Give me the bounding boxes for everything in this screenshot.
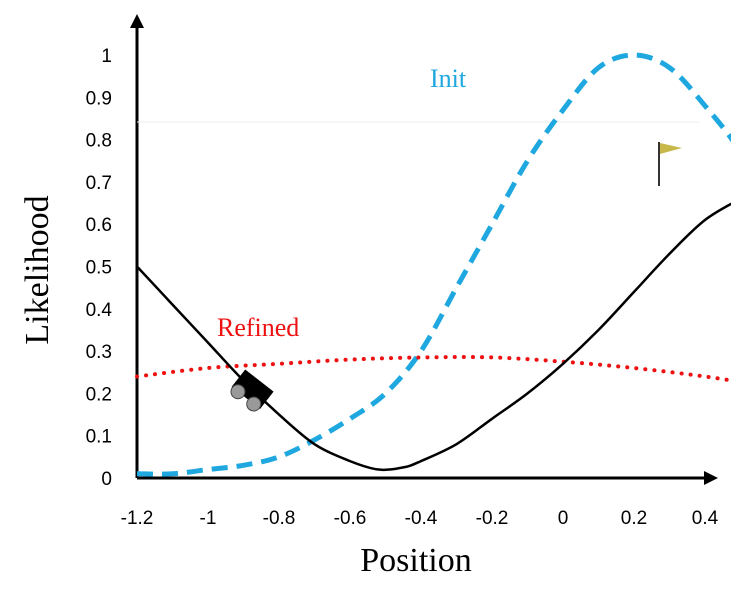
y-tick-label: 0.2 xyxy=(86,384,112,405)
x-tick-label: -1.2 xyxy=(121,508,154,529)
y-axis-title: Likelihood xyxy=(19,195,56,344)
refined-dotted-line xyxy=(135,355,731,383)
series-lines xyxy=(135,52,731,477)
refined-label: Refined xyxy=(217,313,299,342)
y-tick-label: 0.9 xyxy=(86,88,112,109)
x-axis-arrow xyxy=(704,471,718,485)
y-tick-label: 0 xyxy=(101,469,112,490)
x-tick-label: 0 xyxy=(558,508,569,529)
x-axis-title: Position xyxy=(360,542,471,579)
y-tick-label: 0.4 xyxy=(86,300,113,321)
x-tick-label: -0.2 xyxy=(476,508,509,529)
goal-flag-icon xyxy=(658,142,682,186)
x-tick-label: -0.6 xyxy=(334,508,367,529)
x-tick-label: 0.2 xyxy=(621,508,647,529)
car-icon xyxy=(230,369,274,412)
y-tick-label: 0.7 xyxy=(86,173,112,194)
y-tick-label: 1 xyxy=(101,46,112,67)
x-tick-label: -0.8 xyxy=(263,508,296,529)
y-tick-label: 0.8 xyxy=(86,131,112,152)
series-labels: Init Refined xyxy=(217,64,467,342)
y-tick-label: 0.6 xyxy=(86,215,112,236)
x-tick-label: -1 xyxy=(200,508,217,529)
y-axis-arrow xyxy=(130,14,144,28)
init-dashed-line xyxy=(136,52,731,477)
axes xyxy=(130,14,718,485)
x-tick-label: -0.4 xyxy=(405,508,438,529)
icons xyxy=(230,142,682,412)
x-tick-label: 0.4 xyxy=(692,508,719,529)
y-tick-label: 0.3 xyxy=(86,342,112,363)
y-tick-labels: 0 0.1 0.2 0.3 0.4 0.5 0.6 0.7 0.8 0.9 1 xyxy=(86,46,113,490)
y-tick-label: 0.1 xyxy=(86,427,112,448)
x-tick-labels: -1.2-1-0.8-0.6-0.4-0.200.20.40.6 xyxy=(121,508,719,529)
init-label: Init xyxy=(430,64,467,93)
y-tick-label: 0.5 xyxy=(86,258,112,279)
